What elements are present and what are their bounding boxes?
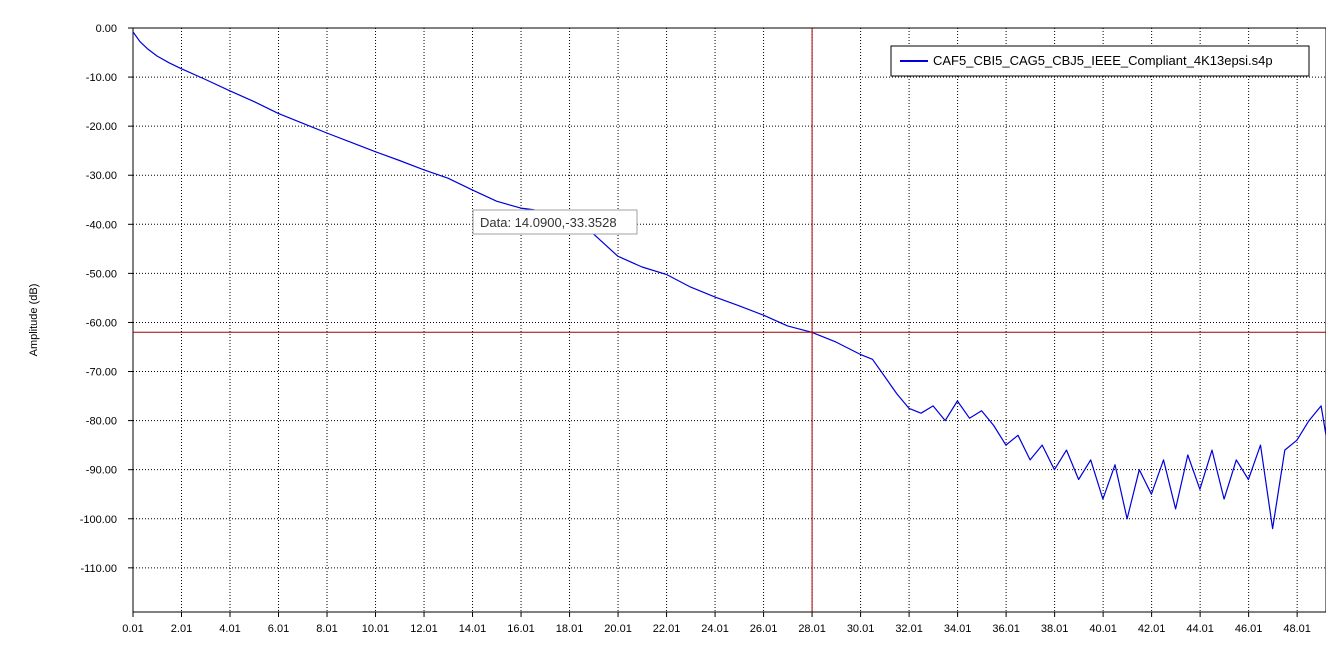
x-tick-label: 28.01 (798, 623, 826, 635)
y-tick-label: -90.00 (86, 465, 117, 477)
x-tick-label: 36.01 (992, 623, 1020, 635)
y-tick-label: -100.00 (80, 514, 117, 526)
x-tick-label: 16.01 (507, 623, 535, 635)
series-layer (132, 31, 1326, 530)
x-tick-label: 10.01 (362, 623, 390, 635)
y-tick-label: -10.00 (86, 72, 117, 84)
data-tooltip: Data: 14.0900,-33.3528 (472, 209, 638, 235)
x-tick-label: 42.01 (1138, 623, 1166, 635)
x-axis: 0.01 2.01 4.01 6.01 8.01 10.01 12.01 14.01 16.01… (122, 612, 1311, 635)
x-tick-label: 0.01 (122, 623, 143, 635)
x-tick-label: 14.01 (459, 623, 487, 635)
tooltip-text: Data: 14.0900,-33.3528 (480, 215, 617, 230)
x-tick-label: 2.01 (171, 623, 192, 635)
x-tick-label: 46.01 (1235, 623, 1263, 635)
x-tick-label: 30.01 (847, 623, 875, 635)
x-tick-label: 20.01 (604, 623, 632, 635)
y-tick-label: -40.00 (86, 219, 117, 231)
x-tick-label: 18.01 (556, 623, 584, 635)
x-tick-label: 38.01 (1041, 623, 1069, 635)
x-tick-label: 4.01 (219, 623, 240, 635)
plot-area-frame (132, 27, 1326, 613)
x-tick-label: 24.01 (701, 623, 729, 635)
y-tick-label: -50.00 (86, 268, 117, 280)
x-tick-label: 6.01 (268, 623, 289, 635)
x-tick-label: 48.01 (1283, 623, 1311, 635)
x-tick-label: 40.01 (1089, 623, 1117, 635)
y-axis-title: Amplitude (dB) (28, 284, 40, 357)
y-tick-label: 0.00 (96, 23, 117, 35)
x-tick-label: 26.01 (750, 623, 778, 635)
y-tick-label: -60.00 (86, 317, 117, 329)
legend-box (890, 45, 1310, 77)
x-tick-label: 32.01 (895, 623, 923, 635)
y-tick-label: -80.00 (86, 416, 117, 428)
y-axis: 0.00 -10.00 -20.00 -30.00 -40.00 -50.00 -60.00… (80, 23, 133, 575)
y-tick-label: -70.00 (86, 367, 117, 379)
y-tick-label: -30.00 (86, 170, 117, 182)
x-tick-label: 34.01 (944, 623, 972, 635)
y-tick-label: -110.00 (81, 563, 118, 575)
x-tick-label: 12.01 (410, 623, 438, 635)
x-tick-label: 22.01 (653, 623, 681, 635)
legend-series-label: CAF5_CBI5_CAG5_CBJ5_IEEE_Compliant_4K13e… (933, 53, 1273, 68)
x-tick-label: 44.01 (1186, 623, 1214, 635)
x-tick-label: 8.01 (316, 623, 337, 635)
y-tick-label: -20.00 (86, 121, 117, 133)
series-line (132, 31, 1326, 530)
legend[interactable]: CAF5_CBI5_CAG5_CBJ5_IEEE_Compliant_4K13e… (890, 45, 1310, 77)
tooltip-box (472, 209, 638, 235)
grid (133, 28, 1326, 612)
crosshair-cursor[interactable] (133, 28, 1326, 612)
